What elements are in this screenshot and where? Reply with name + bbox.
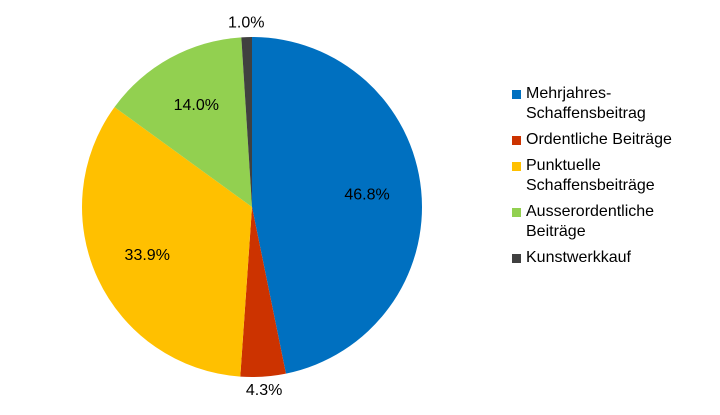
pie-slice	[114, 37, 253, 208]
pie-slice	[240, 207, 286, 377]
data-label: 1.0%	[228, 14, 264, 31]
data-label: 46.8%	[344, 187, 389, 204]
legend-swatch	[512, 162, 521, 171]
pie-slice	[252, 37, 422, 374]
legend-label: Punktuelle Schaffensbeiträge	[526, 157, 655, 194]
legend-swatch	[512, 136, 521, 145]
legend: Mehrjahres-Schaffensbeitrag Ordentliche B…	[512, 84, 702, 274]
legend-swatch	[512, 208, 521, 217]
pie-slice	[81, 107, 252, 377]
legend-label: Ausserordentliche Beiträge	[526, 203, 655, 240]
legend-label: Ordentliche Beiträge	[526, 131, 672, 148]
pie-area: 46.8% 4.3% 33.9% 14.0% 1.0%	[81, 14, 422, 399]
legend-item: Kunstwerkkauf	[512, 248, 702, 268]
legend-label: Kunstwerkkauf	[526, 249, 631, 266]
legend-item: Ordentliche Beiträge	[512, 130, 702, 150]
legend-swatch	[512, 90, 521, 99]
data-label: 14.0%	[174, 97, 219, 114]
data-label: 4.3%	[246, 382, 282, 399]
legend-item: Mehrjahres-Schaffensbeitrag	[512, 84, 702, 124]
legend-item: Ausserordentliche Beiträge	[512, 202, 702, 242]
legend-label: Mehrjahres-Schaffensbeitrag	[526, 85, 646, 122]
legend-item: Punktuelle Schaffensbeiträge	[512, 156, 702, 196]
legend-swatch	[512, 254, 521, 263]
pie-slice	[241, 37, 252, 207]
data-label: 33.9%	[125, 247, 170, 264]
